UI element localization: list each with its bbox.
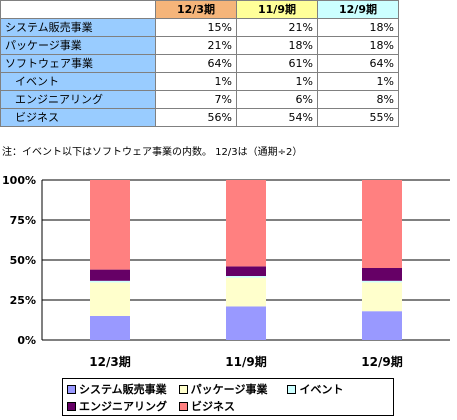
legend-label: ビジネス bbox=[191, 400, 235, 413]
bar-segment bbox=[90, 316, 130, 340]
y-tick-label: 50% bbox=[10, 254, 36, 267]
table-row: エンジニアリング 7% 6% 8% bbox=[0, 90, 399, 109]
legend-item: システム販売事業 bbox=[67, 381, 167, 397]
table-row: イベント 1% 1% 1% bbox=[0, 72, 399, 91]
legend-swatch bbox=[178, 384, 188, 394]
y-tick-label: 25% bbox=[10, 294, 36, 307]
legend-swatch bbox=[67, 401, 76, 411]
legend-label: パッケージ事業 bbox=[190, 383, 268, 396]
legend-label: システム販売事業 bbox=[79, 383, 167, 396]
legend-item: ビジネス bbox=[179, 398, 235, 414]
x-tick-label: 11/9期 bbox=[225, 354, 266, 369]
stacked-bar-chart: 0% 25% 50% 75% 100% 12/3期 11/9期 12/9期 bbox=[2, 174, 450, 369]
table-row: パッケージ事業 21% 18% 18% bbox=[0, 36, 399, 55]
legend-swatch bbox=[67, 384, 76, 394]
bar-segment bbox=[362, 280, 402, 283]
bar-segment bbox=[226, 266, 266, 276]
table-cell: 56% bbox=[155, 108, 237, 127]
table-cell: 1% bbox=[317, 72, 399, 91]
bar-segment bbox=[226, 276, 266, 278]
legend-swatch bbox=[287, 384, 297, 394]
table-cell: 8% bbox=[317, 90, 399, 109]
bar-segment bbox=[362, 311, 402, 340]
y-tick-label: 100% bbox=[2, 174, 36, 187]
table-cell: 18% bbox=[317, 36, 399, 55]
bar-segment bbox=[362, 268, 402, 281]
bar-segment bbox=[362, 180, 402, 268]
legend-item: イベント bbox=[287, 381, 343, 397]
table-cell: 55% bbox=[317, 108, 399, 127]
row-label: エンジニアリング bbox=[0, 90, 156, 109]
chart-legend: システム販売事業 パッケージ事業 イベント エンジニアリング ビジネス bbox=[62, 378, 394, 416]
y-tick-label: 0% bbox=[17, 334, 36, 347]
table-cell: 61% bbox=[236, 54, 318, 73]
column-header: 12/9期 bbox=[317, 0, 399, 19]
x-tick-label: 12/3期 bbox=[89, 354, 130, 369]
data-table: 12/3期 11/9期 12/9期 システム販売事業 15% 21% 18% パ… bbox=[0, 0, 399, 127]
legend-item: エンジニアリング bbox=[67, 398, 167, 414]
bar-segment bbox=[90, 180, 130, 270]
legend-label: イベント bbox=[299, 383, 344, 396]
bar-segment bbox=[226, 180, 266, 267]
table-row: ビジネス 56% 54% 55% bbox=[0, 108, 399, 127]
bar-segment bbox=[90, 282, 130, 316]
table-corner-cell bbox=[0, 0, 156, 19]
row-label: イベント bbox=[0, 72, 156, 91]
table-cell: 54% bbox=[236, 108, 318, 127]
column-header: 12/3期 bbox=[155, 0, 237, 19]
row-label: ビジネス bbox=[0, 108, 156, 127]
bar-segment bbox=[226, 306, 266, 340]
bar-segment bbox=[226, 277, 266, 307]
row-label: パッケージ事業 bbox=[0, 36, 156, 55]
bar-segment bbox=[362, 282, 402, 312]
table-cell: 64% bbox=[317, 54, 399, 73]
table-cell: 21% bbox=[155, 36, 237, 55]
table-note: 注：イベント以下はソフトウェア事業の内数。 12/3は（通期÷2） bbox=[2, 147, 303, 158]
bar-segment bbox=[90, 280, 130, 283]
table-cell: 18% bbox=[317, 18, 399, 37]
legend-swatch bbox=[179, 401, 188, 411]
legend-label: エンジニアリング bbox=[79, 400, 167, 413]
bar-segment bbox=[90, 269, 130, 281]
legend-item: パッケージ事業 bbox=[178, 381, 268, 397]
y-tick-label: 75% bbox=[10, 214, 36, 227]
table-cell: 6% bbox=[236, 90, 318, 109]
table-cell: 1% bbox=[236, 72, 318, 91]
x-tick-label: 12/9期 bbox=[361, 354, 402, 369]
